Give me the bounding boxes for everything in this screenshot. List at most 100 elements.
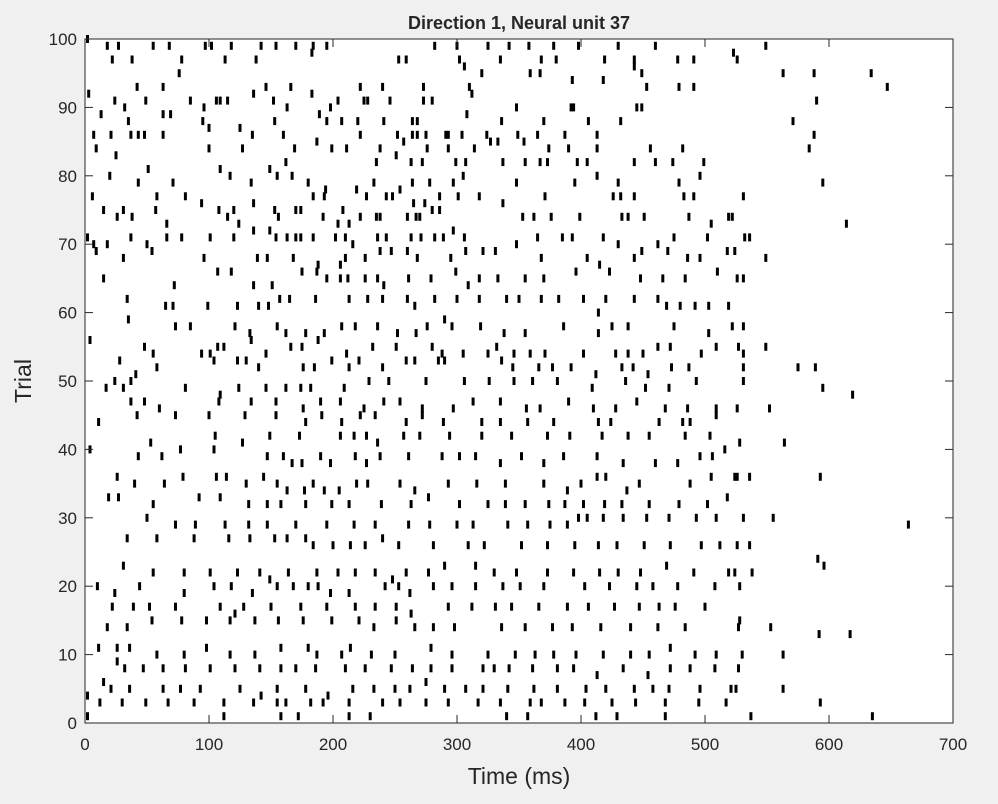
- spike-mark: [128, 684, 132, 693]
- spike-mark: [125, 534, 129, 543]
- spike-mark: [311, 541, 315, 550]
- spike-mark: [461, 349, 465, 358]
- spike-mark: [115, 212, 119, 221]
- spike-mark: [419, 233, 423, 242]
- spike-mark: [527, 41, 531, 50]
- spike-mark: [492, 568, 496, 577]
- spike-mark: [338, 274, 342, 283]
- spike-mark: [601, 233, 605, 242]
- spike-mark: [586, 602, 590, 611]
- spike-mark: [870, 712, 874, 721]
- spike-mark: [165, 219, 169, 228]
- spike-mark: [113, 589, 117, 597]
- spike-mark: [259, 41, 263, 50]
- spike-mark: [487, 377, 491, 385]
- spike-mark: [407, 520, 411, 529]
- spike-mark: [626, 322, 630, 331]
- spike-mark: [95, 582, 99, 591]
- spike-mark: [481, 684, 485, 693]
- spike-mark: [632, 253, 636, 262]
- spike-mark: [733, 568, 737, 577]
- spike-mark: [714, 342, 718, 351]
- spike-mark: [92, 130, 96, 139]
- spike-mark: [279, 712, 283, 721]
- spike-mark: [818, 472, 822, 481]
- spike-mark: [113, 377, 117, 385]
- spike-mark: [363, 253, 367, 262]
- spike-mark: [454, 267, 458, 276]
- spike-mark: [477, 192, 481, 201]
- spike-mark: [428, 178, 432, 187]
- spike-mark: [244, 479, 248, 488]
- spike-mark: [812, 130, 816, 139]
- spike-mark: [205, 616, 208, 625]
- spike-mark: [665, 301, 669, 310]
- spike-mark: [502, 329, 506, 338]
- spike-mark: [208, 233, 212, 242]
- spike-mark: [458, 55, 461, 64]
- spike-mark: [692, 568, 696, 577]
- spike-mark: [183, 664, 187, 673]
- spike-mark: [331, 541, 335, 550]
- spike-mark: [268, 575, 272, 584]
- spike-mark: [645, 513, 649, 522]
- spike-mark: [192, 534, 196, 543]
- spike-mark: [740, 650, 744, 659]
- spike-mark: [725, 247, 729, 255]
- spike-mark: [764, 342, 768, 351]
- spike-mark: [365, 459, 368, 468]
- spike-mark: [646, 370, 650, 379]
- spike-mark: [686, 253, 690, 262]
- spike-mark: [585, 253, 589, 262]
- spike-mark: [596, 329, 600, 338]
- spike-mark: [467, 82, 471, 91]
- spike-mark: [288, 294, 292, 303]
- spike-mark: [314, 664, 318, 673]
- spike-mark: [413, 301, 417, 310]
- spike-mark: [198, 684, 202, 693]
- spike-mark: [299, 383, 303, 392]
- spike-mark: [381, 294, 385, 303]
- spike-mark: [304, 418, 308, 426]
- spike-mark: [337, 486, 341, 495]
- spike-mark: [577, 41, 580, 50]
- spike-mark: [180, 233, 184, 242]
- spike-mark: [290, 459, 294, 468]
- spike-mark: [532, 212, 536, 221]
- spike-mark: [604, 472, 608, 481]
- spike-mark: [207, 123, 211, 132]
- spike-mark: [214, 96, 218, 105]
- spike-mark: [306, 178, 310, 187]
- spike-mark: [123, 664, 127, 673]
- spike-mark: [213, 431, 217, 440]
- spike-mark: [217, 397, 221, 406]
- spike-mark: [466, 541, 470, 550]
- spike-mark: [663, 404, 667, 413]
- spike-mark: [429, 664, 433, 673]
- spike-mark: [363, 664, 367, 673]
- spike-mark: [338, 397, 342, 406]
- spike-mark: [241, 438, 244, 447]
- spike-mark: [570, 623, 574, 632]
- spike-mark: [351, 684, 355, 693]
- spike-mark: [539, 55, 543, 64]
- spike-mark: [505, 294, 509, 303]
- spike-mark: [782, 438, 786, 447]
- spike-mark: [407, 452, 411, 461]
- spike-mark: [539, 294, 543, 303]
- spike-mark: [737, 623, 740, 632]
- spike-mark: [505, 712, 509, 721]
- spike-mark: [253, 616, 257, 625]
- spike-mark: [115, 472, 119, 481]
- spike-mark: [507, 664, 511, 673]
- spike-mark: [635, 103, 639, 112]
- spike-mark: [289, 342, 293, 351]
- spike-mark: [542, 582, 546, 591]
- spike-mark: [193, 520, 197, 529]
- spike-mark: [733, 472, 737, 481]
- spike-mark: [446, 698, 450, 707]
- spike-mark: [301, 616, 305, 625]
- spike-mark: [715, 267, 719, 276]
- spike-mark: [97, 418, 101, 426]
- spike-mark: [398, 698, 402, 707]
